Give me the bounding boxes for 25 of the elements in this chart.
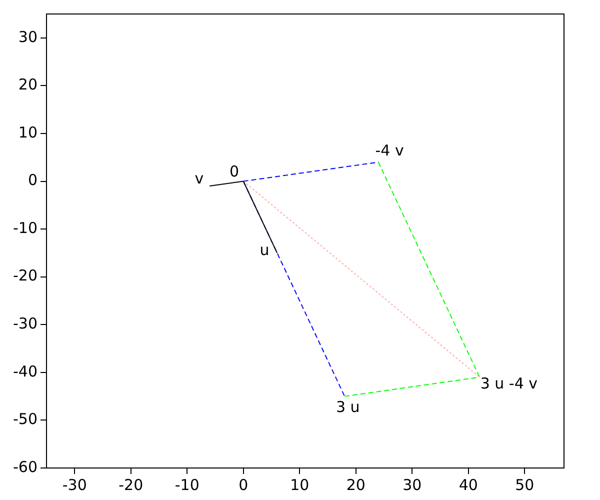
x-tick-label: 20: [346, 476, 366, 494]
x-tick-label: -20: [118, 476, 144, 494]
x-tick-label: -10: [174, 476, 200, 494]
y-tick-label: 0: [28, 171, 38, 190]
y-tick-label: -40: [13, 362, 38, 380]
annotation: -4 v: [375, 142, 404, 160]
annotation: 0: [230, 162, 240, 181]
y-tick-label: 10: [18, 123, 38, 142]
y-tick-label: 20: [18, 76, 38, 94]
y-tick-label: -50: [13, 410, 38, 428]
annotation: u: [260, 241, 270, 260]
y-tick-label: -20: [13, 266, 38, 285]
x-tick-label: 0: [238, 476, 248, 494]
annotation: v: [194, 169, 204, 188]
x-tick-label: 30: [402, 476, 422, 494]
annotation: 3 u -4 v: [480, 374, 538, 392]
annotation: 3 u: [336, 398, 360, 416]
x-tick-label: 50: [515, 476, 534, 494]
y-tick-label: -30: [13, 314, 38, 333]
x-tick-label: 10: [290, 476, 310, 494]
x-tick-label: -30: [62, 476, 87, 494]
y-tick-label: 30: [18, 28, 38, 46]
x-tick-label: 40: [458, 476, 478, 494]
y-tick-label: -10: [13, 218, 38, 237]
y-tick-label: -60: [13, 458, 38, 476]
